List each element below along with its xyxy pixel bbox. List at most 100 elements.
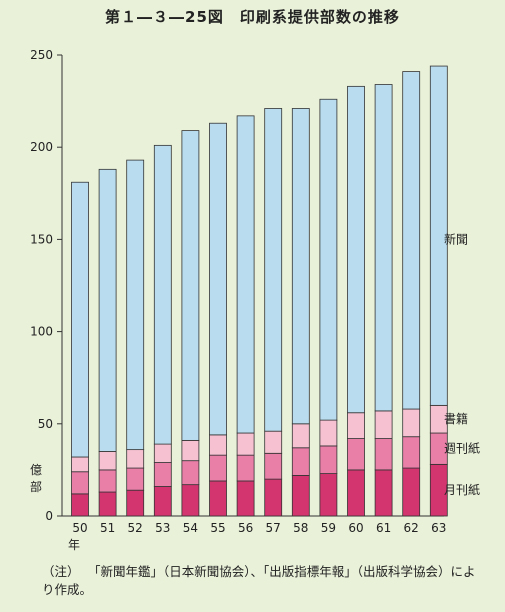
y-tick-label: 200 [30,140,53,154]
x-tick-label: 50 [72,521,87,535]
bar-segment [374,410,393,439]
y-tick-label: 50 [38,417,53,431]
bar-segment [236,454,255,482]
bar-segment [236,432,255,456]
stacked-bar-chart: 0 50 100 150 200 250 50 51 52 53 54 55 56 57 58 59 60 61… [30,48,480,552]
bar-segment [264,452,283,480]
bar-segment [374,84,393,412]
bar-segment [402,467,421,517]
bar-segment [402,71,421,410]
bar-segment [264,478,283,517]
bar-segment [319,473,338,517]
x-tick-label: 54 [183,521,198,535]
bar-segment [209,454,227,482]
bar-stack [429,65,448,517]
bar-segment [153,462,172,487]
bar-stack [181,130,200,517]
bar-stack [264,108,283,517]
source-note: （注） 「新聞年鑑」（日本新聞協会）、「出版指標年報」（出版科学協会）により作成。 [42,563,482,599]
bar-segment [98,491,117,517]
x-tick-label: 58 [293,521,308,535]
bar-segment [181,460,200,486]
y-tick-label: 0 [45,509,53,523]
bar-stack [347,85,365,517]
bar-stack [71,181,89,517]
note-lead: （注） [42,564,80,579]
bar-segment [347,85,365,414]
bar-segment [374,438,393,471]
x-tick-label: 61 [376,521,391,535]
x-tick-label: 52 [128,521,143,535]
bar-segment [291,423,310,449]
bar-segment [374,469,393,517]
bar-segment [319,445,338,474]
x-unit-label: 年 [68,538,80,552]
bar-stack [126,159,145,517]
bar-segment [153,144,172,445]
bar-segment [402,408,421,438]
bar-segment [319,419,338,447]
bar-segment [181,130,200,441]
bar-segment [153,443,172,463]
bar-segment [429,65,448,406]
bars [71,65,448,517]
bar-segment [98,469,117,493]
bar-segment [98,451,117,471]
chart-title: 第１―３―25図 印刷系提供部数の推移 [105,8,400,26]
x-tick-label: 56 [238,521,253,535]
bar-segment [181,484,200,517]
bar-segment [209,122,227,436]
bar-stack [374,84,393,517]
x-tick-label: 55 [210,521,225,535]
bar-stack [209,122,227,517]
series-label: 新聞 [444,231,468,246]
bar-segment [71,471,89,495]
bar-segment [71,181,89,458]
bar-segment [126,159,145,451]
bar-segment [347,412,365,439]
bar-stack [291,108,310,517]
bar-segment [319,98,338,421]
bar-stack [98,168,117,517]
x-tick-label: 63 [431,521,446,535]
x-tick-label: 51 [100,521,115,535]
series-label: 週刊紙 [444,441,480,456]
bar-segment [153,486,172,517]
bar-segment [347,438,365,471]
y-unit-label-2: 部 [30,479,42,494]
x-tick-label: 62 [404,521,419,535]
bar-segment [264,108,283,432]
y-unit-label-1: 億 [30,463,42,477]
y-tick-label: 100 [30,325,53,339]
y-tick-label: 250 [30,48,53,62]
bar-segment [126,449,145,469]
x-tick-label: 60 [348,521,363,535]
bar-segment [264,430,283,454]
bar-segment [209,480,227,517]
bar-segment [291,108,310,425]
bar-segment [126,489,145,517]
bar-segment [291,447,310,476]
y-tick-label: 150 [30,232,53,246]
x-tick-label: 53 [155,521,170,535]
x-ticks: 50 51 52 53 54 55 56 57 58 59 60 61 62 63 [72,521,446,535]
bar-segment [98,168,117,452]
bar-segment [236,115,255,434]
bar-segment [236,480,255,517]
series-label: 月刊紙 [444,482,480,497]
bar-stack [319,98,338,517]
bar-segment [402,436,421,469]
x-tick-label: 59 [321,521,336,535]
bar-segment [291,475,310,517]
series-label: 書籍 [444,411,468,426]
bar-stack [402,71,421,517]
bar-segment [71,493,89,517]
bar-stack [236,115,255,517]
bar-segment [126,467,145,491]
bar-segment [181,439,200,462]
bar-segment [209,434,227,456]
series-labels: 月刊紙 週刊紙 書籍 新聞 [444,231,480,497]
y-ticks: 0 50 100 150 200 250 [30,48,62,523]
bar-segment [347,469,365,517]
x-tick-label: 57 [266,521,281,535]
